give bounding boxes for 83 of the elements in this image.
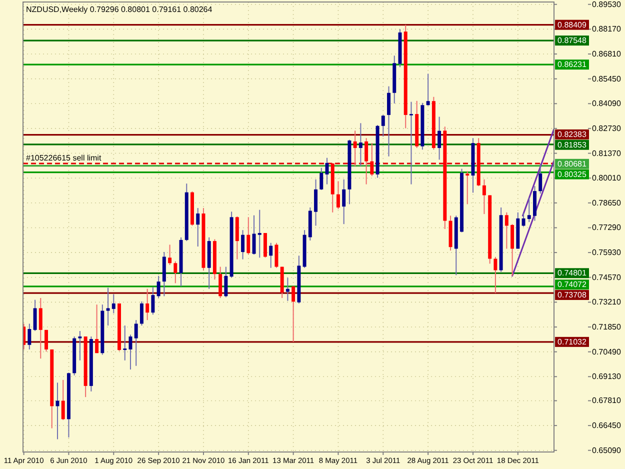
candlestick — [426, 73, 430, 106]
y-tick-label: 0.89530 — [592, 0, 622, 9]
candlestick — [342, 178, 346, 225]
candlestick — [522, 212, 526, 228]
candlestick — [292, 286, 296, 342]
candlestick — [78, 330, 82, 361]
y-tick-label: 0.80010 — [592, 174, 622, 183]
candlestick — [235, 216, 239, 260]
y-tick-label: 0.69130 — [592, 372, 622, 382]
ref-line-label: 0.81853 — [558, 140, 588, 150]
candlestick — [258, 209, 262, 258]
candlestick — [140, 300, 144, 326]
y-tick-label: 0.81370 — [592, 148, 622, 158]
candlestick — [38, 297, 42, 360]
y-tick-label: 0.71850 — [592, 322, 622, 332]
candlestick — [274, 242, 278, 268]
candlestick — [33, 299, 37, 332]
ref-line-label: 0.86231 — [558, 60, 588, 70]
y-tick-label: 0.82730 — [592, 124, 622, 133]
ref-line-label: #105226615 sell limit — [26, 153, 102, 162]
candlestick — [438, 116, 442, 160]
candlestick — [314, 178, 318, 226]
ref-line-label: 0.71032 — [558, 337, 588, 346]
candlestick — [336, 180, 340, 210]
y-tick-label: 0.88170 — [592, 24, 622, 34]
ref-line-label: 0.73708 — [558, 290, 588, 300]
y-tick-label: 0.73210 — [592, 298, 622, 307]
candlestick — [504, 212, 508, 250]
y-tick-label: 0.66450 — [592, 421, 622, 430]
candlestick — [61, 379, 65, 421]
candlestick — [510, 224, 514, 276]
candlestick — [538, 163, 542, 194]
candlestick — [482, 178, 486, 215]
y-tick-label: 0.67810 — [592, 396, 622, 406]
ref-line-label: 0.74072 — [558, 280, 588, 290]
ref-line-label: 0.80681 — [558, 159, 588, 168]
candlestick — [264, 232, 267, 258]
ref-line-label: 0.74801 — [558, 268, 588, 278]
candlestick — [128, 334, 132, 370]
candlestick — [527, 197, 531, 223]
ref-line-label: 0.87548 — [558, 36, 588, 46]
candlestick — [246, 216, 250, 256]
candlestick — [112, 294, 116, 314]
ref-line-label: 0.80325 — [558, 170, 588, 179]
candlestick — [151, 286, 155, 316]
candlestick — [381, 114, 385, 137]
candlestick — [358, 122, 362, 167]
chart-title: NZDUSD,Weekly 0.79296 0.80801 0.79161 0.80264 — [26, 5, 213, 14]
candlestick — [146, 288, 150, 321]
candlestick — [320, 167, 324, 190]
candlestick — [364, 138, 368, 185]
candlestick — [370, 142, 374, 177]
candlestick — [123, 325, 127, 361]
candlestick — [196, 208, 200, 248]
y-tick-label: 0.86810 — [592, 50, 622, 59]
y-tick-label: 0.85450 — [592, 74, 622, 84]
y-tick-label: 0.78650 — [592, 198, 622, 208]
candlestick — [28, 323, 32, 350]
y-tick-label: 0.84090 — [592, 99, 622, 108]
candlestick — [218, 266, 222, 298]
candlestick — [466, 170, 470, 205]
candlestick — [387, 86, 391, 157]
candlestick — [353, 130, 357, 167]
ref-line-label: 0.82383 — [558, 130, 588, 139]
candlestick — [241, 230, 245, 260]
y-tick-label: 0.74570 — [592, 272, 622, 282]
candlestick — [494, 256, 498, 294]
candlestick — [409, 101, 413, 185]
candlestick — [156, 275, 160, 298]
candlestick — [106, 287, 110, 326]
y-tick-label: 0.77290 — [592, 223, 622, 232]
candlestick — [168, 244, 172, 266]
candlestick — [224, 266, 228, 298]
candlestick — [286, 277, 290, 302]
candlestick — [44, 329, 48, 352]
candlestick — [174, 260, 178, 284]
ref-line-label: 0.88409 — [558, 20, 588, 30]
y-tick-label: 0.70490 — [592, 347, 622, 356]
y-tick-label: 0.75930 — [592, 248, 622, 258]
y-tick-label: 0.65090 — [592, 446, 622, 455]
candlestick — [95, 304, 99, 354]
candlestick — [269, 242, 273, 268]
candlestick — [134, 320, 138, 366]
